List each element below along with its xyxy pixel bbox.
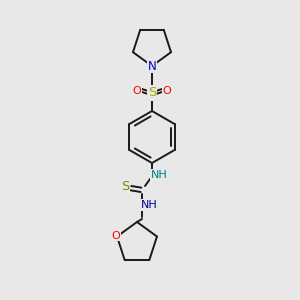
Text: S: S — [148, 86, 156, 100]
Text: NH: NH — [141, 200, 158, 210]
Text: NH: NH — [151, 170, 167, 180]
Text: S: S — [121, 181, 129, 194]
Text: O: O — [112, 230, 120, 241]
Text: O: O — [133, 86, 141, 96]
Text: N: N — [148, 59, 156, 73]
Text: O: O — [163, 86, 171, 96]
